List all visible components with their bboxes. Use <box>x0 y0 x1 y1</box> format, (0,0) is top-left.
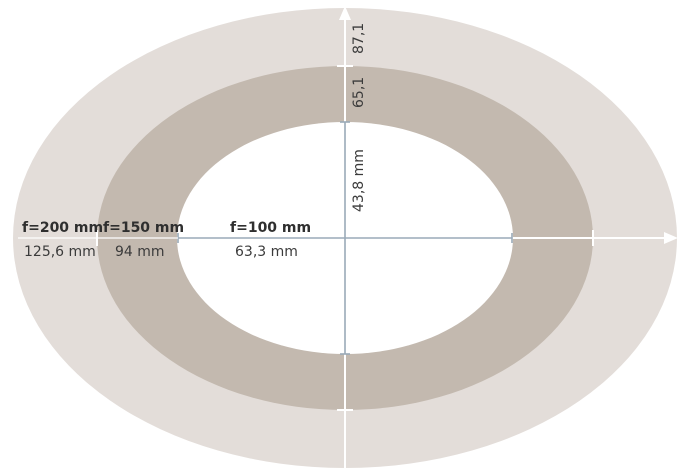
horizontal-value-f150: 94 mm <box>115 244 165 260</box>
vertical-value-f200: 87,1 <box>351 23 367 54</box>
up-arrow-icon <box>339 6 351 20</box>
vertical-value-f150: 65,1 <box>351 77 367 108</box>
focal-label-f150: f=150 mm <box>103 220 184 236</box>
horizontal-value-f100: 63,3 mm <box>235 244 298 260</box>
vertical-value-f100: 43,8 mm <box>351 149 367 212</box>
right-arrow-icon <box>664 232 678 244</box>
horizontal-value-f200: 125,6 mm <box>24 244 96 260</box>
focal-label-f100: f=100 mm <box>230 220 311 236</box>
tick-marks <box>96 65 594 411</box>
focal-label-f200: f=200 mm <box>22 220 103 236</box>
